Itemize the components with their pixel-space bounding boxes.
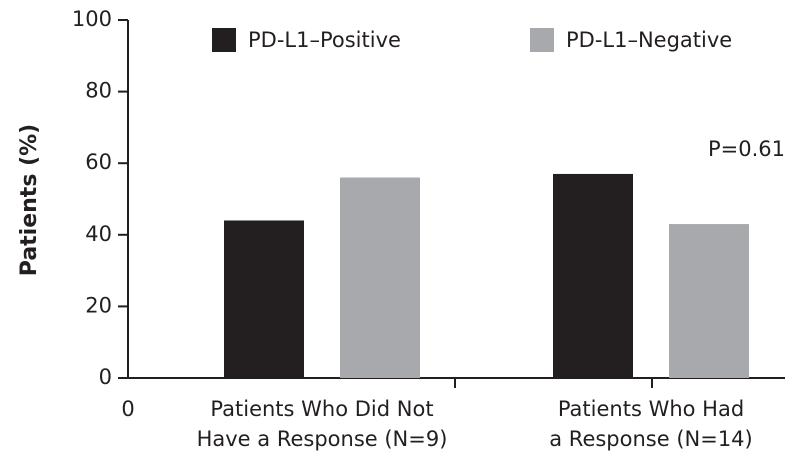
legend-swatch	[530, 28, 554, 52]
bar	[340, 177, 420, 378]
annotation: P=0.61	[708, 137, 785, 161]
bar	[553, 173, 633, 378]
x-tick-label: Patients Who Did Not Have a Response (N=9…	[197, 397, 448, 451]
y-tick-label: 80	[85, 79, 112, 103]
y-tick-label: 0	[99, 365, 112, 389]
legend-label: PD-L1–Negative	[566, 28, 732, 52]
y-tick-label: 40	[85, 222, 112, 246]
y-axis-label: Patients (%)	[17, 124, 42, 276]
x-tick-label: Patients Who Had a Response (N=14)	[549, 397, 753, 451]
bar	[224, 220, 304, 378]
y-tick-label: 60	[85, 150, 112, 174]
y-tick-label: 100	[72, 7, 112, 31]
x-origin-label: 0	[121, 397, 134, 421]
legend-swatch	[212, 28, 236, 52]
y-tick-label: 20	[85, 293, 112, 317]
bar	[669, 224, 749, 378]
legend-label: PD-L1–Positive	[248, 28, 401, 52]
